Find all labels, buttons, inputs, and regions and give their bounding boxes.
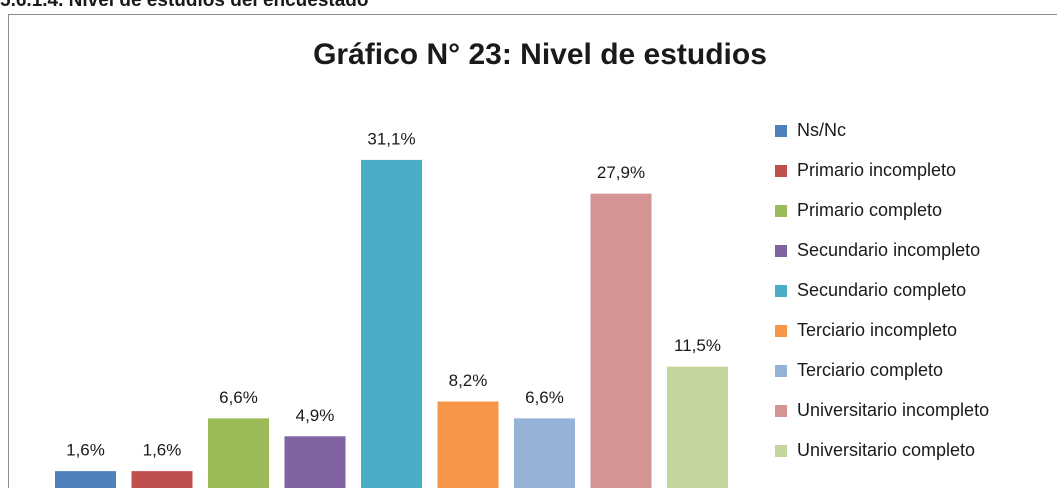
bar: [437, 401, 499, 488]
legend-label: Terciario completo: [797, 360, 943, 380]
value-label: 11,5%: [674, 336, 721, 355]
legend-swatch: [775, 445, 787, 457]
bar: [514, 418, 575, 488]
bar: [361, 159, 422, 488]
legend-label: Ns/Nc: [797, 120, 846, 140]
chart-frame: [8, 14, 1057, 488]
chart-title: Gráfico N° 23: Nivel de estudios: [313, 38, 767, 71]
value-label: 1,6%: [143, 441, 182, 460]
legend-swatch: [775, 125, 787, 137]
legend-label: Primario completo: [797, 200, 942, 220]
value-label: 31,1%: [367, 129, 415, 148]
legend-label: Terciario incompleto: [797, 320, 957, 340]
legend-label: Universitario incompleto: [797, 400, 989, 420]
legend-swatch: [775, 405, 787, 417]
legend-swatch: [775, 165, 787, 177]
section-heading: 5.6.1.4. Nivel de estudios del encuestad…: [0, 0, 369, 11]
value-label: 1,6%: [66, 441, 105, 460]
legend-swatch: [775, 325, 787, 337]
legend-label: Primario incompleto: [797, 160, 956, 180]
bar: [667, 366, 728, 488]
value-label: 4,9%: [296, 406, 335, 425]
legend-swatch: [775, 205, 787, 217]
bar: [284, 436, 346, 488]
legend-label: Secundario completo: [797, 280, 966, 300]
value-label: 27,9%: [597, 163, 645, 182]
bar: [590, 193, 652, 488]
legend-label: Secundario incompleto: [797, 240, 980, 260]
value-label: 8,2%: [449, 371, 488, 390]
legend-swatch: [775, 365, 787, 377]
legend-swatch: [775, 245, 787, 257]
legend-label: Universitario completo: [797, 440, 975, 460]
value-label: 6,6%: [525, 388, 564, 407]
bar: [208, 418, 269, 488]
bar: [131, 471, 193, 488]
value-label: 6,6%: [219, 388, 258, 407]
bar: [55, 471, 116, 488]
legend-swatch: [775, 285, 787, 297]
